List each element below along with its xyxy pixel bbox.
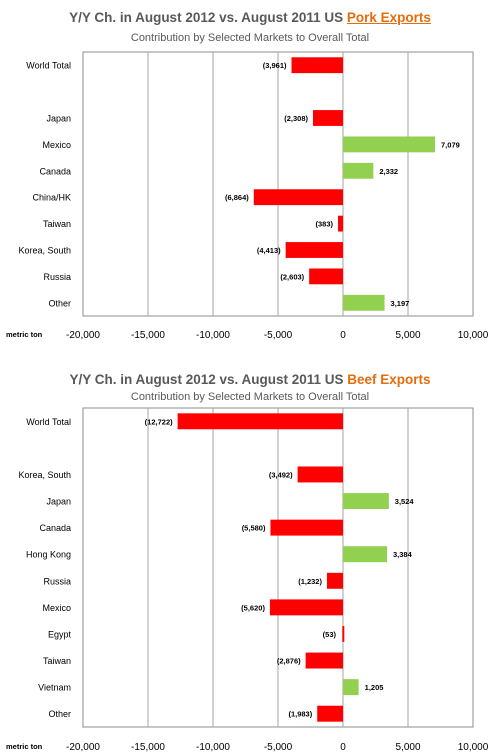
title-highlight: Beef Exports [347,372,431,387]
category-label: Hong Kong [26,550,71,560]
bar [269,599,343,616]
data-label: (5,620) [241,603,265,612]
category-label: China/HK [32,193,71,203]
bar [285,242,343,258]
data-label: 3,384 [393,550,413,559]
chart-title: Y/Y Ch. in August 2012 vs. August 2011 U… [0,372,500,387]
title-highlight: Pork Exports [346,10,431,25]
pork-bar-chart-svg: -20,000 -15,000 -10,000 -5,000 0 5,000 10,000 m… [6,51,489,341]
category-label: Japan [46,114,71,124]
category-label: Other [48,298,71,308]
x-tick-label: -5,000 [264,742,293,753]
bar [338,215,343,232]
category-label: Vietnam [38,683,71,693]
bar [342,625,345,642]
title-prefix: Y/Y Ch. in August 2012 vs. August 2011 U… [69,372,348,387]
category-label: Mexico [42,603,71,613]
category-label: Taiwan [43,219,71,229]
data-label: (53) [323,630,337,639]
data-label: (4,413) [257,246,281,255]
bar [343,546,387,563]
data-label: (6,864) [225,193,249,202]
bar [326,572,343,589]
bar [305,652,343,669]
unit-label: metric ton [6,742,43,751]
chart-subtitle: Contribution by Selected Markets to Over… [130,391,370,403]
data-label: (1,232) [298,577,322,586]
category-label: Korea, South [18,246,71,256]
x-tick-label: -10,000 [196,330,230,341]
bar [297,466,343,483]
data-label: 3,197 [391,299,410,308]
beef-bar-chart-svg: -20,000 -15,000 -10,000 -5,000 0 5,000 10,000 m… [6,407,489,753]
data-label: (3,492) [269,470,293,479]
bar [270,519,343,536]
category-label: World Total [26,61,71,71]
category-label: Egypt [48,629,72,639]
x-tick-label: -20,000 [66,742,100,753]
bar [291,57,343,74]
data-label: (2,876) [277,657,301,666]
bar [177,413,343,430]
x-tick-label: -15,000 [131,330,165,341]
chart-title: Y/Y Ch. in August 2012 vs. August 2011 U… [0,10,500,25]
x-tick-label: 0 [340,742,346,753]
data-label: (12,722) [145,417,173,426]
category-label: Other [48,709,71,719]
data-label: (5,580) [242,524,266,533]
x-tick-label: 10,000 [458,742,489,753]
data-label: (1,983) [288,710,312,719]
bar [312,110,343,126]
category-label: Russia [43,272,71,282]
category-label: Canada [39,166,71,176]
category-label: Japan [46,497,71,507]
pork-exports-chart: Y/Y Ch. in August 2012 vs. August 2011 U… [0,0,500,350]
title-prefix: Y/Y Ch. in August 2012 vs. August 2011 U… [69,10,347,25]
data-label: (383) [316,220,334,229]
bar [343,136,436,153]
unit-label: metric ton [6,330,43,339]
chart-subtitle: Contribution by Selected Markets to Over… [130,32,370,44]
bar [343,493,389,510]
category-label: Mexico [42,140,71,150]
x-tick-label: -20,000 [66,330,100,341]
bar [343,294,385,311]
data-label: 2,332 [379,167,398,176]
x-tick-label: 0 [340,330,346,341]
x-tick-label: 5,000 [395,330,420,341]
data-label: (2,603) [280,272,304,281]
x-tick-label: -10,000 [196,742,230,753]
data-label: 3,524 [395,497,415,506]
beef-exports-chart: Y/Y Ch. in August 2012 vs. August 2011 U… [0,360,500,753]
bar [343,162,374,179]
category-label: Korea, South [18,470,71,480]
bar [309,268,343,285]
x-tick-label: 10,000 [458,330,489,341]
category-label: World Total [26,417,71,427]
category-label: Taiwan [43,656,71,666]
bar [317,705,343,722]
x-tick-label: 5,000 [395,742,420,753]
data-label: (2,308) [284,114,308,123]
bar [253,189,343,206]
category-label: Russia [43,576,71,586]
bar [343,679,359,696]
data-label: 7,079 [441,140,460,149]
category-label: Canada [39,523,71,533]
data-label: (3,961) [263,61,287,70]
data-label: 1,205 [365,683,384,692]
x-tick-label: -15,000 [131,742,165,753]
x-tick-label: -5,000 [264,330,293,341]
